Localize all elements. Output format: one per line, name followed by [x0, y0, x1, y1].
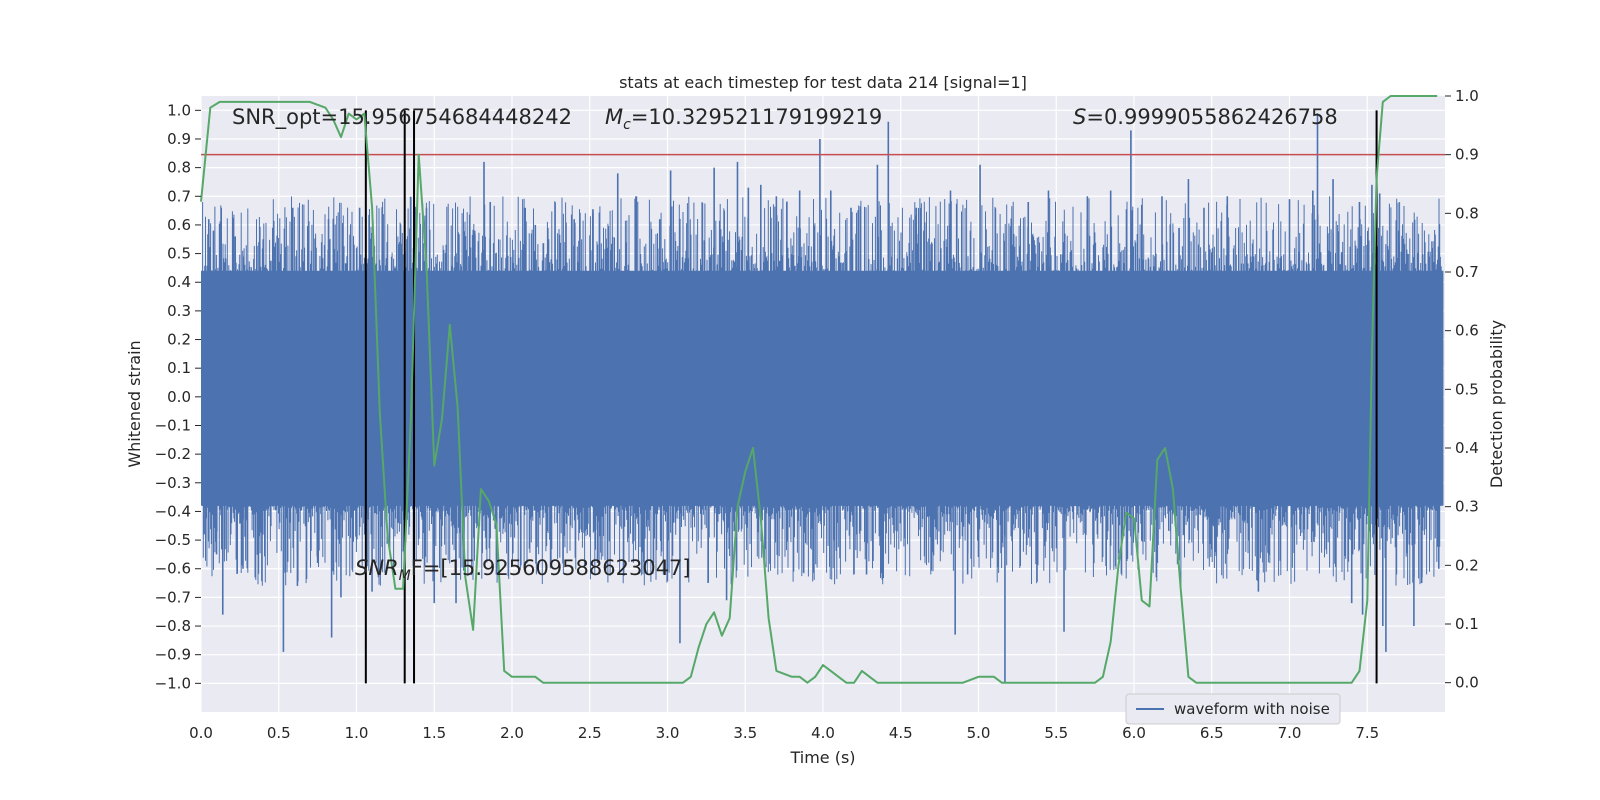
- y-left-axis-label: Whitened strain: [125, 340, 144, 467]
- y-left-tick-label-12: 0.2: [167, 331, 191, 349]
- annotation-snr-mf: SNRMF=[15.925609588623047]: [355, 556, 691, 584]
- y-left-tick-label-5: −0.5: [155, 531, 191, 549]
- y-right-tick-label-6: 0.6: [1455, 322, 1479, 340]
- annotation-chirp-mass: Mc=10.329521179199219: [605, 105, 882, 133]
- annotation-s-symbol: S: [1073, 105, 1086, 129]
- x-axis-ticks: 0.0 0.5 1.0 1.5 2.0 2.5 3.0 3.5 4.0 4.5 5.0 5.5 6.0 6…: [189, 724, 1379, 742]
- x-tick-label-9: 4.5: [889, 724, 913, 742]
- y-left-tick-label-14: 0.4: [167, 273, 191, 291]
- y-left-tick-label-0: −1.0: [155, 674, 191, 692]
- y-left-axis-ticks: −1.0 −0.9 −0.8 −0.7 −0.6 −0.5 −0.4 −0.3 −0.2 −0.1…: [155, 101, 201, 692]
- y-right-tick-label-0: 0.0: [1455, 674, 1479, 692]
- y-right-tick-label-3: 0.3: [1455, 498, 1479, 516]
- y-left-tick-label-4: −0.6: [155, 560, 191, 578]
- y-right-tick-label-1: 0.1: [1455, 615, 1479, 633]
- y-left-tick-label-19: 0.9: [167, 130, 191, 148]
- legend: waveform with noise: [1125, 693, 1341, 725]
- legend-entry-waveform: waveform with noise: [1174, 700, 1330, 718]
- annotation-snr-mf-subscript: M: [399, 568, 411, 584]
- y-right-axis-label: Detection probability: [1487, 320, 1506, 488]
- x-tick-label-0: 0.0: [189, 724, 213, 742]
- y-left-tick-label-13: 0.3: [167, 302, 191, 320]
- chart-title: stats at each timestep for test data 214…: [619, 73, 1027, 92]
- y-right-tick-label-2: 0.2: [1455, 556, 1479, 574]
- y-left-tick-label-6: −0.4: [155, 502, 191, 520]
- annotation-s-value: S=0.9999055862426758: [1073, 105, 1338, 129]
- noise-fluctuations: [202, 196, 1442, 586]
- y-right-tick-label-9: 0.9: [1455, 146, 1479, 164]
- detection-probability-line: [200, 95, 1438, 684]
- y-left-tick-label-9: −0.1: [155, 416, 191, 434]
- x-tick-label-10: 5.0: [967, 724, 991, 742]
- x-tick-label-15: 7.5: [1355, 724, 1379, 742]
- x-tick-label-8: 4.0: [811, 724, 835, 742]
- y-left-tick-label-17: 0.7: [167, 187, 191, 205]
- x-tick-label-3: 1.5: [422, 724, 446, 742]
- annotation-chirp-mass-symbol: M: [605, 105, 623, 129]
- y-left-tick-label-11: 0.1: [167, 359, 191, 377]
- x-tick-label-7: 3.5: [733, 724, 757, 742]
- y-left-tick-label-10: 0.0: [167, 388, 191, 406]
- x-tick-label-11: 5.5: [1044, 724, 1068, 742]
- x-tick-label-6: 3.0: [656, 724, 680, 742]
- y-right-tick-label-8: 0.8: [1455, 204, 1479, 222]
- y-left-tick-label-8: −0.2: [155, 445, 191, 463]
- annotation-chirp-mass-value: =10.329521179199219: [631, 105, 882, 129]
- y-right-tick-label-5: 0.5: [1455, 380, 1479, 398]
- y-left-tick-label-2: −0.8: [155, 617, 191, 635]
- y-left-tick-label-20: 1.0: [167, 101, 191, 119]
- annotation-chirp-mass-subscript: c: [623, 117, 631, 133]
- annotation-snr-mf-value: F=[15.925609588623047]: [411, 556, 691, 580]
- y-right-axis-ticks: 0.0 0.1 0.2 0.3 0.4 0.5 0.6 0.7 0.8 0.9 1.0: [1445, 87, 1479, 692]
- x-tick-label-2: 1.0: [345, 724, 369, 742]
- y-right-tick-label-7: 0.7: [1455, 263, 1479, 281]
- x-tick-label-4: 2.0: [500, 724, 524, 742]
- annotation-s-number: =0.9999055862426758: [1086, 105, 1337, 129]
- legend-box: [1125, 693, 1341, 725]
- y-left-tick-label-16: 0.6: [167, 216, 191, 234]
- y-left-tick-label-7: −0.3: [155, 474, 191, 492]
- x-tick-label-5: 2.5: [578, 724, 602, 742]
- x-axis-label: Time (s): [789, 748, 855, 767]
- y-right-tick-label-10: 1.0: [1455, 87, 1479, 105]
- x-tick-label-13: 6.5: [1200, 724, 1224, 742]
- series-detection-probability: [200, 95, 1438, 684]
- y-left-tick-label-18: 0.8: [167, 159, 191, 177]
- y-left-tick-label-1: −0.9: [155, 646, 191, 664]
- y-left-tick-label-3: −0.7: [155, 588, 191, 606]
- y-left-tick-label-15: 0.5: [167, 245, 191, 263]
- annotation-snr-mf-symbol: SNR: [355, 556, 399, 580]
- x-tick-label-14: 7.0: [1278, 724, 1302, 742]
- x-tick-label-1: 0.5: [267, 724, 291, 742]
- x-tick-label-12: 6.0: [1122, 724, 1146, 742]
- annotation-snr-opt: SNR_opt=15.956754684448242: [232, 105, 572, 130]
- y-right-tick-label-4: 0.4: [1455, 439, 1479, 457]
